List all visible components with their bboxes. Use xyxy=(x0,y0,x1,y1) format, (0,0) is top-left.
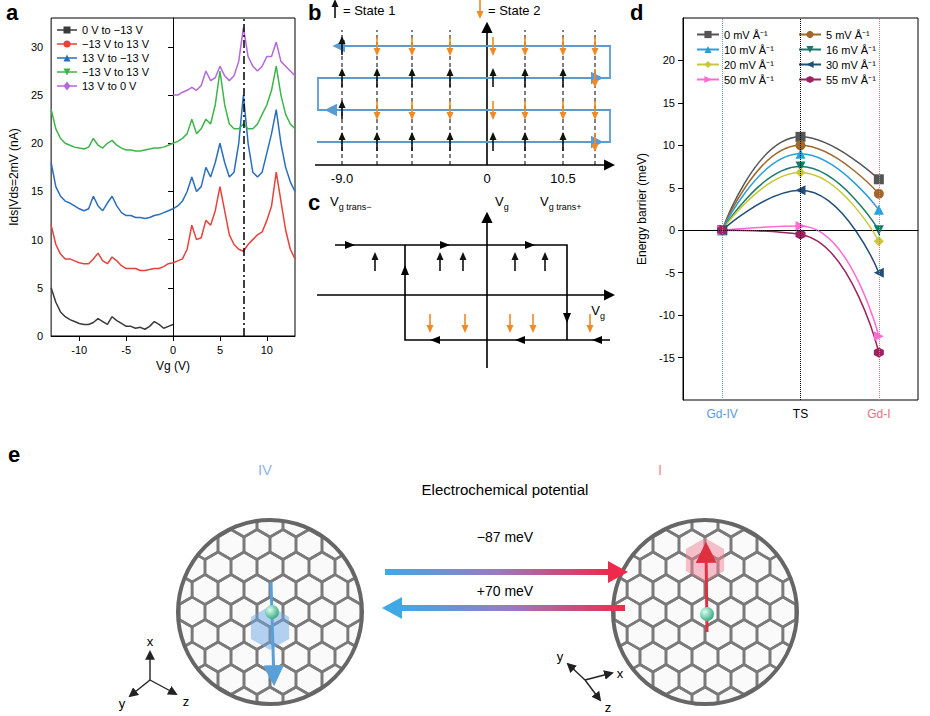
svg-text:Vg: Vg xyxy=(591,303,605,321)
svg-text:25: 25 xyxy=(31,89,43,101)
html-text:e: e xyxy=(8,442,21,467)
svg-text:= State 2: = State 2 xyxy=(488,3,540,18)
svg-text:30 mV Å⁻¹: 30 mV Å⁻¹ xyxy=(826,59,876,71)
svg-text:-5: -5 xyxy=(121,344,131,356)
svg-text:20 mV Å⁻¹: 20 mV Å⁻¹ xyxy=(724,59,774,71)
svg-text:0: 0 xyxy=(37,330,43,342)
svg-text:20: 20 xyxy=(31,137,43,149)
svg-text:-9.0: -9.0 xyxy=(331,171,353,186)
svg-text:Ids|Vds=2mV (nA): Ids|Vds=2mV (nA) xyxy=(7,128,21,226)
svg-text:15: 15 xyxy=(31,185,43,197)
html-text:d: d xyxy=(630,0,644,25)
svg-text:5: 5 xyxy=(37,282,43,294)
svg-text:10: 10 xyxy=(261,344,273,356)
svg-text:15: 15 xyxy=(663,97,675,109)
svg-text:5 mV Å⁻¹: 5 mV Å⁻¹ xyxy=(826,29,870,41)
svg-text:55 mV Å⁻¹: 55 mV Å⁻¹ xyxy=(826,74,876,86)
svg-text:10: 10 xyxy=(31,234,43,246)
svg-text:I: I xyxy=(658,461,662,478)
svg-text:13 V to 0 V: 13 V to 0 V xyxy=(82,80,137,92)
svg-text:z: z xyxy=(605,700,612,715)
svg-text:30: 30 xyxy=(31,41,43,53)
svg-text:+70 meV: +70 meV xyxy=(477,583,534,599)
svg-text:0 mV Å⁻¹: 0 mV Å⁻¹ xyxy=(724,29,768,41)
html-text:a: a xyxy=(6,0,19,25)
svg-text:y: y xyxy=(557,649,564,664)
svg-text:TS: TS xyxy=(793,407,808,421)
svg-text:Energy barrier (meV): Energy barrier (meV) xyxy=(635,153,649,265)
svg-text:16 mV Å⁻¹: 16 mV Å⁻¹ xyxy=(826,44,876,56)
svg-text:20: 20 xyxy=(663,54,675,66)
svg-text:-5: -5 xyxy=(665,267,675,279)
html-text:b: b xyxy=(308,0,322,25)
svg-text:50 mV Å⁻¹: 50 mV Å⁻¹ xyxy=(724,74,774,86)
svg-text:5: 5 xyxy=(217,344,223,356)
html-text:c: c xyxy=(308,190,321,215)
svg-text:x: x xyxy=(617,666,624,681)
svg-text:-10: -10 xyxy=(71,344,87,356)
svg-text:y: y xyxy=(119,696,126,711)
svg-text:x: x xyxy=(147,634,154,649)
svg-text:IV: IV xyxy=(258,461,272,478)
svg-text:-15: -15 xyxy=(659,352,675,364)
svg-text:10.5: 10.5 xyxy=(550,171,575,186)
svg-text:Vg: Vg xyxy=(495,194,509,212)
svg-text:Gd-IV: Gd-IV xyxy=(706,407,737,421)
svg-text:0: 0 xyxy=(170,344,176,356)
svg-text:0: 0 xyxy=(669,224,675,236)
svg-text:0 V to −13 V: 0 V to −13 V xyxy=(82,24,144,36)
svg-text:10: 10 xyxy=(663,139,675,151)
svg-text:Vg (V): Vg (V) xyxy=(156,359,190,373)
svg-text:5: 5 xyxy=(669,182,675,194)
svg-text:z: z xyxy=(183,694,190,709)
svg-text:13 V to −13 V: 13 V to −13 V xyxy=(82,52,150,64)
svg-text:−13 V to 13 V: −13 V to 13 V xyxy=(82,38,150,50)
svg-text:Electrochemical potential: Electrochemical potential xyxy=(422,481,589,498)
svg-text:= State 1: = State 1 xyxy=(343,3,395,18)
svg-text:Vg trans−: Vg trans− xyxy=(330,194,371,212)
svg-text:-10: -10 xyxy=(659,309,675,321)
svg-text:−87 meV: −87 meV xyxy=(477,529,534,545)
svg-text:Gd-I: Gd-I xyxy=(867,407,890,421)
svg-text:Vg trans+: Vg trans+ xyxy=(540,194,581,212)
svg-text:10 mV Å⁻¹: 10 mV Å⁻¹ xyxy=(724,44,774,56)
svg-text:0: 0 xyxy=(483,171,490,186)
svg-text:−13 V to 13 V: −13 V to 13 V xyxy=(82,66,150,78)
